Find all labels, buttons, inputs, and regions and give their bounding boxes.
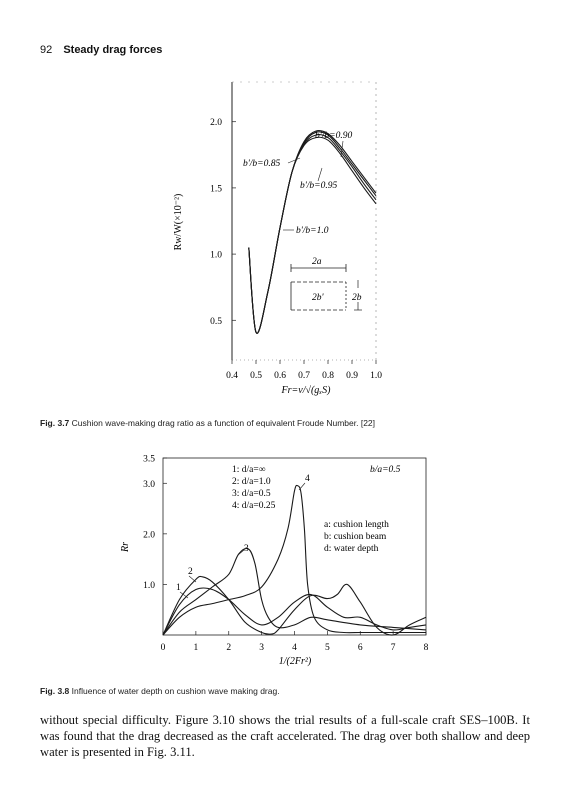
- inset-length-label: 2a: [312, 257, 322, 267]
- page-number: 92: [40, 44, 53, 56]
- x-tick-label: 6: [358, 643, 363, 653]
- y-tick-label: 1.0: [143, 581, 155, 591]
- series-line-4: [248, 136, 377, 334]
- curves: [162, 484, 427, 636]
- annotation-090: b'/b=0.90: [315, 131, 352, 141]
- curve-label-1: 1: [176, 583, 181, 593]
- x-tick-label: 0.8: [322, 371, 334, 381]
- caption-text: Influence of water depth on cushion wave…: [71, 686, 280, 696]
- x-tick-label: 2: [226, 643, 231, 653]
- y-tick-label: 3.5: [143, 455, 155, 465]
- definition-a: a: cushion length: [324, 520, 389, 530]
- caption-label: Fig. 3.7: [40, 418, 70, 428]
- definition-d: d: water depth: [324, 544, 379, 554]
- y-tick-label: 1.0: [210, 251, 222, 261]
- curve-label-4: 4: [305, 474, 310, 484]
- x-tick-label: 1.0: [370, 371, 382, 381]
- y-tick-label: 3.0: [143, 480, 155, 490]
- tick-labels: 0.4 0.5 0.6 0.7 0.8 0.9 1.0 0.5 1.0 1.5 2.0: [210, 118, 382, 381]
- running-title: Steady drag forces: [63, 44, 163, 56]
- body-paragraph: without special difficulty. Figure 3.10 …: [40, 713, 530, 759]
- legend-item-1: 1: d/a=∞: [232, 465, 266, 475]
- x-tick-label: 5: [325, 643, 330, 653]
- annotation-100: b'/b=1.0: [296, 226, 329, 236]
- legend: 1: d/a=∞ 2: d/a=1.0 3: d/a=0.5 4: d/a=0.…: [232, 465, 276, 511]
- inset-inner-beam-label: 2b': [312, 293, 325, 303]
- y-axis-label: Rr: [120, 542, 131, 553]
- annotation-095: b'/b=0.95: [300, 181, 337, 191]
- annotation-line: [287, 157, 301, 164]
- figure-3-7-caption: Fig. 3.7 Cushion wave-making drag ratio …: [40, 418, 375, 428]
- y-axis-label: Rw/W(×10⁻²): [173, 194, 184, 251]
- x-tick-label: 8: [424, 643, 429, 653]
- x-tick-label: 1: [194, 643, 199, 653]
- x-tick-label: 3: [259, 643, 264, 653]
- ratio-label: b/a=0.5: [370, 465, 401, 475]
- y-tick-label: 2.0: [143, 530, 155, 540]
- annotation-line: [317, 167, 323, 182]
- y-tick-label: 2.0: [210, 118, 222, 128]
- legend-item-2: 2: d/a=1.0: [232, 477, 271, 487]
- annotation-085: b'/b=0.85: [243, 159, 280, 169]
- annotation-line: [340, 140, 344, 158]
- curves: [248, 129, 377, 334]
- y-tick-label: 0.5: [210, 317, 222, 327]
- series-line-3: [162, 547, 427, 636]
- x-tick-label: 0: [161, 643, 166, 653]
- x-tick-label: 7: [391, 643, 396, 653]
- x-tick-label: 0.6: [274, 371, 286, 381]
- caption-text: Cushion wave-making drag ratio as a func…: [71, 418, 376, 428]
- curve-label-3: 3: [244, 544, 249, 554]
- legend-item-4: 4: d/a=0.25: [232, 501, 276, 511]
- tick-labels: 0 1 2 3 4 5 6 7 81.02.03.03.5: [143, 455, 429, 654]
- y-tick-label: 1.5: [210, 184, 222, 194]
- x-axis-label: 1/(2Fr²): [279, 656, 312, 667]
- x-tick-label: 0.7: [298, 371, 310, 381]
- x-tick-label: 0.5: [250, 371, 262, 381]
- caption-label: Fig. 3.8: [40, 686, 70, 696]
- x-tick-label: 0.9: [346, 371, 358, 381]
- definition-b: b: cushion beam: [324, 532, 387, 542]
- x-axis-label: Fr=v/√(gₓS): [281, 385, 332, 396]
- page-header: 92 Steady drag forces: [40, 44, 162, 56]
- legend-item-3: 3: d/a=0.5: [232, 489, 271, 499]
- x-tick-label: 4: [292, 643, 297, 653]
- cushion-inset: 2a 2b' 2b: [290, 257, 362, 311]
- plot-frame: [162, 457, 427, 636]
- x-tick-label: 0.4: [226, 371, 238, 381]
- figure-3-8-plot: Rr 1/(2Fr²) 0 1 2 3 4 5 6 7 81.02.03.03.5 1: d/a…: [120, 455, 429, 668]
- series-line-4: [162, 484, 426, 636]
- inset-beam-label: 2b: [352, 293, 362, 303]
- figure-3-8-caption: Fig. 3.8 Influence of water depth on cus…: [40, 686, 280, 696]
- definitions: a: cushion length b: cushion beam d: wat…: [324, 520, 389, 554]
- figure-3-7-plot: Rw/W(×10⁻²) Fr=v/√(gₓS) 0.4 0.5 0.6 0.7 0.8 0…: [173, 81, 382, 396]
- curve-label-2: 2: [188, 567, 193, 577]
